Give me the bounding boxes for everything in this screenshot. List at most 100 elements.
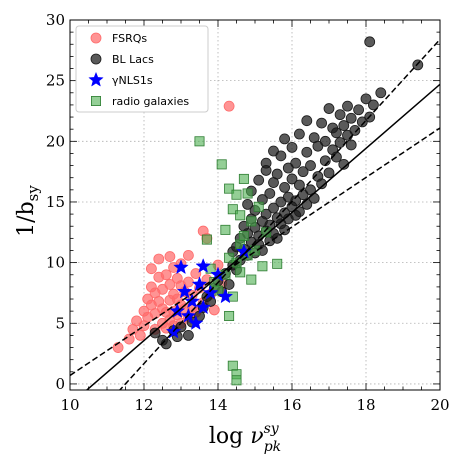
- bllac-point: [349, 124, 361, 136]
- radio-galaxy-square: [235, 210, 246, 221]
- legend-label-nls1: γNLS1s: [112, 74, 153, 87]
- x-axis-label-sub: pk: [264, 439, 281, 455]
- radio-galaxy-square: [238, 230, 249, 241]
- radio-galaxy-square: [246, 274, 257, 285]
- fsrq-point: [131, 315, 143, 327]
- bllac-point: [345, 139, 357, 151]
- x-axis-label-nu: ν: [250, 424, 263, 449]
- radio-galaxy-square: [227, 204, 238, 215]
- bllac-point: [360, 93, 372, 105]
- radio-galaxy-square: [201, 234, 212, 245]
- bllac-point: [308, 192, 320, 204]
- x-axis-label-main: log: [209, 424, 250, 449]
- bllac-point: [271, 232, 283, 244]
- fsrq-point: [157, 283, 168, 295]
- legend-box: [75, 25, 209, 113]
- bllac-point: [342, 100, 353, 112]
- legend-label-bllac: BL Lacs: [112, 53, 154, 66]
- radio-galaxy-square: [235, 267, 246, 278]
- bllac-point: [149, 327, 161, 339]
- fsrq-point: [160, 269, 172, 281]
- fsrq-point: [190, 268, 202, 279]
- x-axis-label-sup: sy: [264, 421, 280, 437]
- radio-galaxy-square: [246, 216, 257, 227]
- bllac-point: [268, 145, 279, 157]
- radio-galaxy-square: [257, 261, 268, 272]
- bllac-point: [253, 174, 265, 186]
- bllac-point: [301, 115, 313, 127]
- bllac-point: [282, 162, 294, 174]
- bllac-point: [319, 135, 331, 147]
- radio-galaxy-square: [261, 227, 272, 238]
- best-fit-line: [85, 83, 440, 390]
- bllac-point: [323, 167, 335, 179]
- bllac-point: [271, 168, 283, 180]
- bllac-point: [367, 99, 379, 111]
- grid: [70, 19, 440, 390]
- bllac-point: [293, 128, 305, 140]
- legend-label-fsrq: FSRQs: [112, 32, 147, 45]
- y-tick-label: 10: [46, 254, 65, 272]
- radio-galaxy-square: [216, 159, 227, 170]
- nls1-star: [173, 259, 189, 275]
- fsrq-point: [164, 251, 176, 262]
- nls1-star: [184, 293, 200, 309]
- bllac-point: [412, 59, 424, 71]
- bllac-point: [293, 179, 305, 191]
- bllac-point: [279, 133, 291, 145]
- radio-galaxy-square: [272, 258, 283, 269]
- radio-galaxy-square: [231, 189, 242, 200]
- bllac-point: [264, 188, 276, 199]
- x-tick-label: 20: [430, 396, 449, 414]
- bllac-point: [275, 196, 287, 208]
- bllac-point: [290, 157, 302, 169]
- x-tick-label: 16: [282, 396, 301, 414]
- bllac-point: [316, 178, 328, 190]
- nls1-star: [195, 258, 211, 273]
- legend-marker-fsrq: [90, 32, 102, 44]
- y-axis-label-main: 1/b: [14, 201, 39, 237]
- x-axis-label: log νsy pk: [209, 421, 281, 455]
- y-tick-label: 20: [46, 132, 65, 150]
- radio-galaxy-square: [238, 173, 249, 184]
- bllac-point: [279, 224, 291, 236]
- fsrq-point: [153, 253, 165, 265]
- x-tick-label: 10: [60, 396, 79, 414]
- bllac-point: [286, 173, 298, 185]
- legend-marker-radio-galaxy: [91, 96, 102, 107]
- legend-marker-bllac: [90, 53, 102, 65]
- bllac-point: [286, 141, 298, 153]
- bllac-point: [356, 116, 368, 128]
- bllac-point: [323, 103, 335, 114]
- nls1-star: [202, 284, 219, 300]
- fit-lines: [70, 38, 440, 390]
- radio-galaxy-square: [224, 183, 235, 194]
- tick-labels: 10 12 14 16 18 20 0 5 10 15 20 25 30: [46, 11, 450, 414]
- bllac-point: [312, 140, 324, 152]
- bllac-point: [242, 198, 254, 210]
- fsrq-point: [182, 249, 194, 261]
- bllac-point: [334, 109, 346, 121]
- y-axis-label: 1/bsy: [14, 185, 42, 237]
- bllac-point: [279, 182, 291, 193]
- radio-galaxy-square: [242, 188, 253, 199]
- bllac-point: [330, 127, 342, 139]
- bllac-point: [268, 202, 279, 214]
- radio-galaxy-square: [194, 136, 205, 147]
- x-tick-label: 18: [356, 396, 375, 414]
- nls1-star: [217, 288, 234, 304]
- bllac-point: [223, 279, 235, 290]
- bllac-point: [364, 36, 376, 48]
- y-axis-label-sub: sy: [24, 185, 42, 202]
- legend-marker-nls1: [88, 71, 104, 87]
- radio-galaxy-square: [224, 310, 235, 321]
- bllac-point: [305, 160, 316, 171]
- fsrq-point: [164, 279, 176, 290]
- bllac-point: [338, 120, 350, 131]
- nls1-star: [169, 302, 186, 318]
- bllac-point: [316, 117, 328, 129]
- bllac-point: [297, 166, 309, 178]
- nls1-star: [191, 276, 208, 292]
